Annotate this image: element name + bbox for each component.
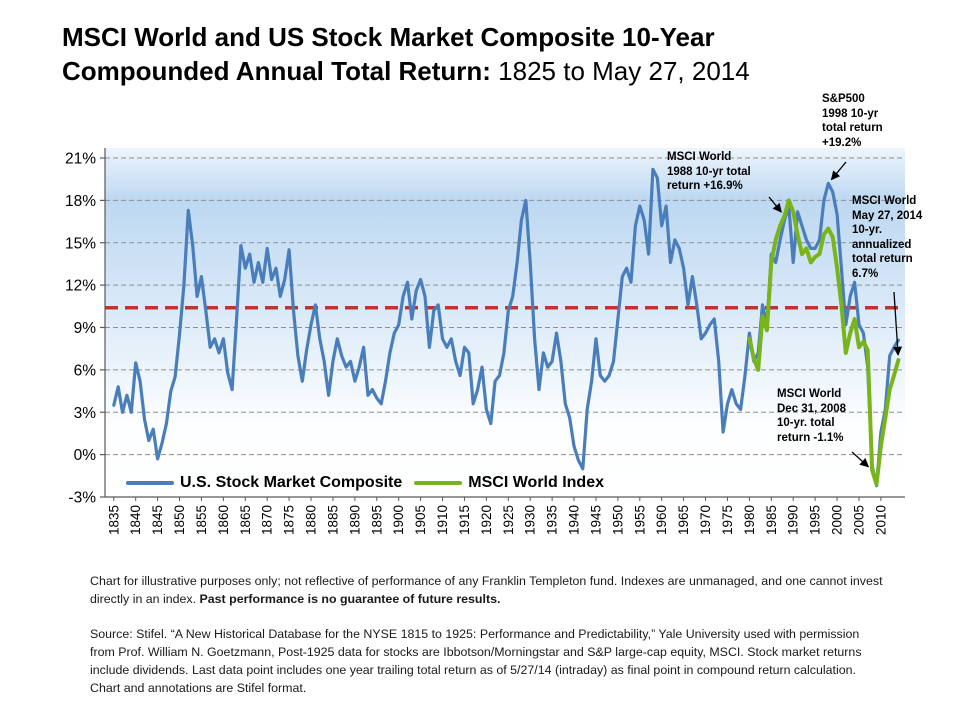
annotation-line: Dec 31, 2008 (777, 402, 847, 415)
x-tick-label: 1940 (567, 505, 582, 535)
x-tick-label: 1905 (413, 505, 428, 535)
annotation-arrow-sp500-1998 (830, 161, 847, 181)
legend-item-us: U.S. Stock Market Composite (126, 474, 402, 492)
y-tick-label: 9% (74, 320, 97, 337)
x-tick-label: 1865 (238, 505, 253, 535)
x-tick-label: 1850 (172, 505, 187, 535)
source-text: Source: Stifel. “A New Historical Databa… (90, 626, 885, 698)
y-tick-label: 12% (65, 278, 96, 295)
x-tick-label: 1880 (304, 505, 319, 535)
x-tick-label: 1950 (610, 505, 625, 535)
page-title-line2-regular: 1825 to May 27, 2014 (490, 56, 750, 87)
y-tick-label: 18% (65, 193, 96, 210)
annotation-line: MSCI World (667, 151, 732, 163)
annotation-line: MSCI World (852, 195, 917, 207)
x-tick-label: 1980 (742, 505, 757, 535)
page-title-line2-bold: Compounded Annual Total Return: (62, 56, 491, 87)
x-tick-label: 1920 (479, 505, 494, 535)
x-tick-label: 1875 (282, 505, 297, 535)
disclaimer-regular: Chart for illustrative purposes only; no… (90, 574, 883, 607)
x-tick-label: 1935 (545, 505, 560, 535)
y-tick-label: 21% (65, 151, 96, 168)
annotation-arrow-msci-2008 (851, 451, 870, 468)
x-tick-label: 1955 (632, 505, 647, 535)
annotation-msci-2008: MSCI World Dec 31, 2008 10-yr. total ret… (777, 387, 879, 445)
annotation-line: 1988 10-yr total (667, 165, 751, 178)
x-tick-label: 2010 (873, 505, 888, 535)
annotation-line: annualized (852, 238, 912, 251)
x-tick-label: 1855 (194, 505, 209, 535)
legend-item-msci: MSCI World Index (414, 474, 604, 492)
x-tick-label: 1900 (391, 505, 406, 535)
annotation-line: return +16.9% (667, 180, 743, 192)
page-title-line1: MSCI World and US Stock Market Composite… (62, 22, 715, 52)
msci-series-line (747, 198, 901, 487)
x-tick-label: 1965 (676, 505, 691, 535)
x-tick-label: 2000 (830, 505, 845, 535)
annotation-line: May 27, 2014 (852, 209, 923, 222)
y-tick-label: 15% (65, 235, 96, 252)
annotation-line: return -1.1% (777, 431, 844, 444)
annotation-line: S&P500 (822, 93, 865, 105)
x-tick-label: 1890 (347, 505, 362, 535)
x-tick-label: 1975 (720, 505, 735, 535)
disclaimer-bold: Past performance is no guarantee of futu… (199, 592, 501, 607)
x-tick-label: 1925 (501, 505, 516, 535)
x-tick-label: 1835 (106, 505, 121, 535)
legend-label-msci: MSCI World Index (468, 474, 604, 491)
page-title: MSCI World and US Stock Market Composite… (62, 20, 882, 89)
y-tick-label: -3% (68, 490, 96, 507)
annotation-line: total return (852, 253, 913, 265)
annotation-arrow-msci-2014 (893, 291, 903, 356)
x-tick-label: 1995 (808, 505, 823, 535)
x-tick-label: 1895 (369, 505, 384, 535)
plot-area (105, 148, 905, 497)
legend-label-us: U.S. Stock Market Composite (180, 474, 403, 491)
y-tick-label: 0% (74, 447, 97, 464)
msci-series-swatch (414, 481, 463, 485)
y-tick-label: 6% (74, 362, 97, 379)
annotation-line: 1998 10-yr (822, 107, 879, 120)
x-tick-label: 1930 (523, 505, 538, 535)
annotation-line: MSCI World (777, 388, 842, 400)
us-series-swatch (126, 481, 174, 485)
x-tick-label: 1945 (588, 505, 603, 535)
source-paragraph: Source: Stifel. “A New Historical Databa… (90, 627, 862, 695)
x-tick-label: 1960 (654, 505, 669, 535)
x-tick-label: 1990 (786, 505, 801, 535)
x-tick-label: 1915 (457, 505, 472, 535)
x-tick-label: 1910 (435, 505, 450, 535)
x-tick-label: 1970 (698, 505, 713, 535)
annotation-line: +19.2% (822, 136, 862, 149)
x-tick-label: 1870 (260, 505, 275, 535)
x-tick-label: 1885 (325, 505, 340, 535)
x-tick-label: 1845 (150, 505, 165, 535)
annotation-msci-1988: MSCI World 1988 10-yr total return +16.9… (667, 150, 785, 194)
x-tick-label: 2005 (851, 505, 866, 535)
y-tick-label: 3% (74, 405, 97, 422)
annotation-line: 6.7% (852, 267, 879, 280)
annotation-line: 10-yr. (852, 224, 883, 236)
annotation-sp500-1998: S&P500 1998 10-yr total return +19.2% (822, 92, 917, 150)
x-tick-label: 1985 (764, 505, 779, 535)
annotation-line: total return (822, 122, 883, 134)
chart-canvas: -3% 0% 3% 6% 9% 12% 15% 18% 21% 1835 1840 1845 1850 1… (65, 148, 905, 535)
x-tick-label: 1860 (216, 505, 231, 535)
annotation-line: 10-yr. total (777, 417, 835, 429)
x-tick-label: 1840 (128, 505, 143, 535)
annotation-msci-2014: MSCI World May 27, 2014 10-yr. annualize… (852, 194, 954, 281)
annotation-arrow-msci-1988 (768, 196, 782, 213)
disclaimer-text: Chart for illustrative purposes only; no… (90, 572, 885, 609)
legend: U.S. Stock Market Composite MSCI World I… (126, 474, 604, 492)
